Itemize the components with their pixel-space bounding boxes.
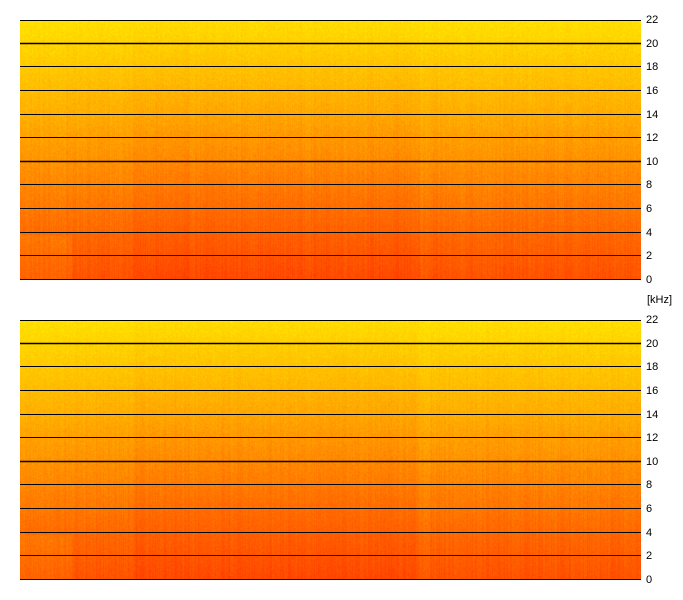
y-tick-label: 14 xyxy=(646,409,659,421)
spectrogram-top-image xyxy=(20,20,641,280)
y-tick-label: 16 xyxy=(646,385,659,397)
y-tick-label: 10 xyxy=(646,456,659,468)
y-tick-label: 0 xyxy=(646,274,653,286)
y-tick-label: 18 xyxy=(646,361,659,373)
frequency-unit-label: [kHz] xyxy=(647,294,673,306)
y-tick-label: 12 xyxy=(646,432,659,444)
y-tick-label: 22 xyxy=(646,14,659,26)
y-tick-label: 2 xyxy=(646,550,653,562)
y-tick-label: 2 xyxy=(646,250,653,262)
y-tick-label: 0 xyxy=(646,574,653,586)
y-tick-label: 12 xyxy=(646,132,659,144)
y-tick-label: 20 xyxy=(646,338,659,350)
spectrogram-bottom: 22 20 18 16 14 12 10 8 6 4 2 0 xyxy=(20,314,658,586)
y-tick-label: 22 xyxy=(646,314,659,326)
y-tick-label: 4 xyxy=(646,527,653,539)
y-tick-label: 4 xyxy=(646,227,653,239)
y-tick-label: 6 xyxy=(646,503,653,515)
spectrogram-top: 22 20 18 16 14 12 10 8 6 4 2 0 xyxy=(20,14,658,286)
y-tick-label: 18 xyxy=(646,61,659,73)
spectrogram-bottom-grid xyxy=(20,320,641,580)
y-tick-label: 8 xyxy=(646,179,653,191)
y-tick-label: 8 xyxy=(646,479,653,491)
y-tick-label: 10 xyxy=(646,156,659,168)
y-tick-label: 6 xyxy=(646,203,653,215)
y-tick-label: 16 xyxy=(646,85,659,97)
spectrogram-top-grid xyxy=(20,20,641,280)
spectrogram-bottom-image xyxy=(20,320,641,580)
y-tick-label: 14 xyxy=(646,109,659,121)
y-tick-label: 20 xyxy=(646,38,659,50)
